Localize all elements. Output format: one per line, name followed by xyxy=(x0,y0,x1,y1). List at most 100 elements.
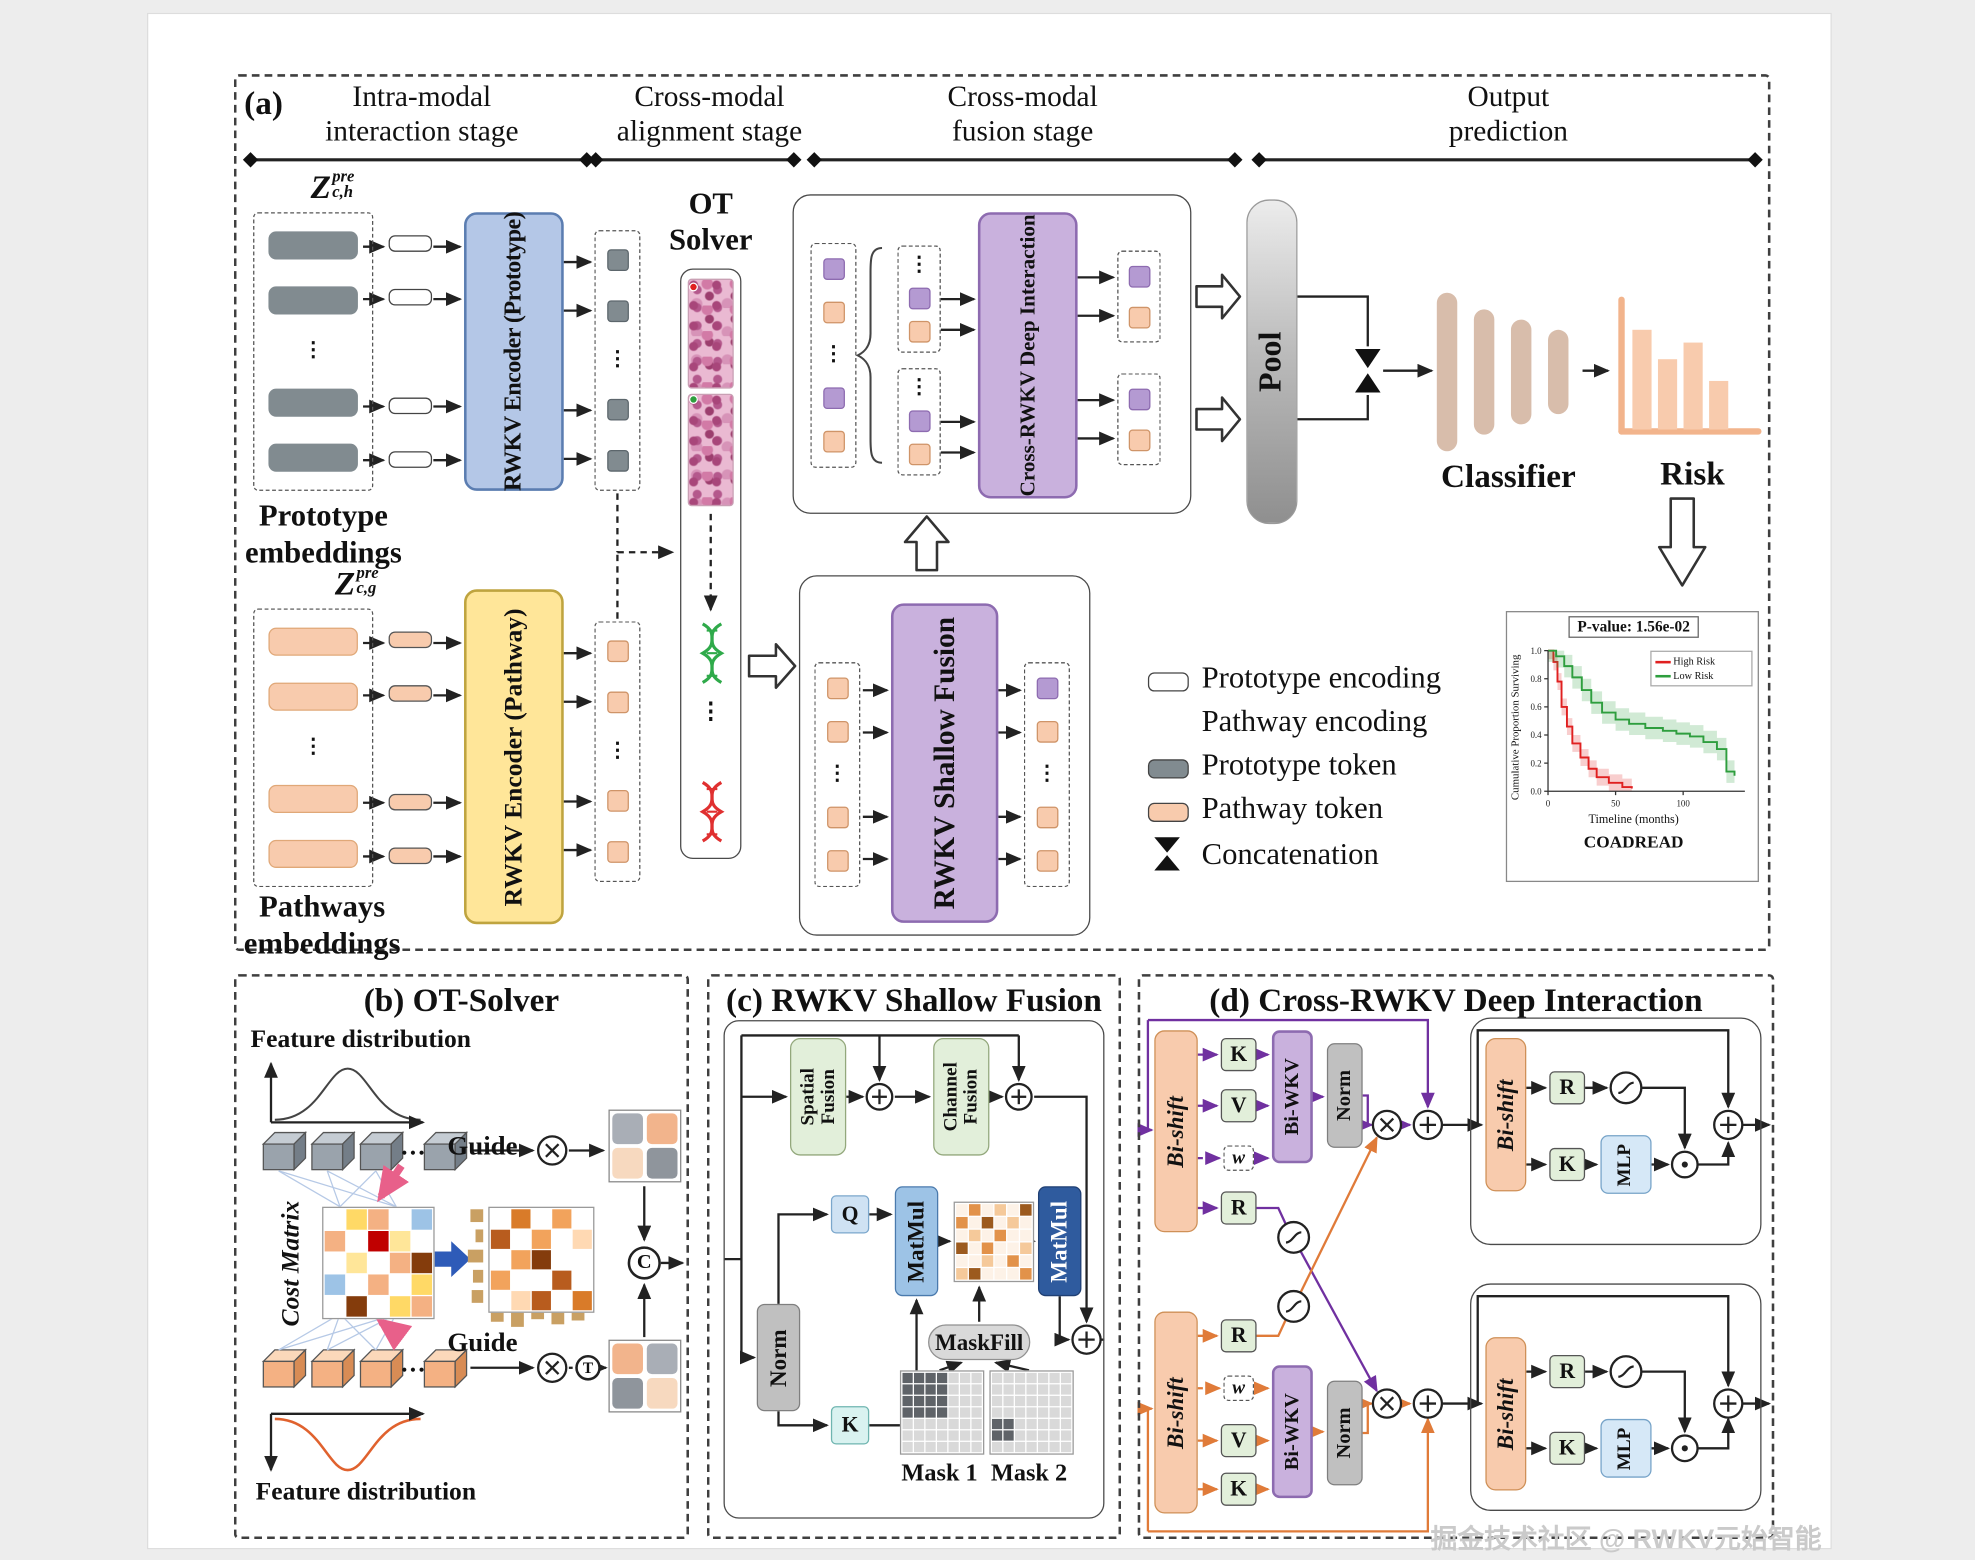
grid-cell xyxy=(948,1441,959,1453)
deep-interaction-block xyxy=(792,194,1192,514)
token xyxy=(268,785,358,814)
bishift-label: Bi-shift xyxy=(1492,1377,1518,1450)
ellipsis: ⋮ xyxy=(908,254,930,277)
grid-cell xyxy=(324,1296,346,1317)
token xyxy=(826,721,849,743)
token xyxy=(388,847,433,865)
km-pvalue: P-value: 1.56e-02 xyxy=(1568,616,1699,638)
token xyxy=(606,449,629,472)
ellipsis: ⋮ xyxy=(607,348,628,371)
grid-cell xyxy=(925,1430,936,1441)
grid-cell xyxy=(1007,1204,1019,1216)
grid-cell xyxy=(991,1418,1003,1430)
grid-cell xyxy=(531,1291,551,1311)
grid-cell xyxy=(411,1252,433,1274)
grid-cell xyxy=(991,1372,1003,1384)
rwkv-encoder-pathway-label: RWKV Encoder (Pathway) xyxy=(499,607,528,906)
encoding-token-icon xyxy=(1147,672,1189,692)
grid-cell xyxy=(368,1252,389,1274)
deep-interaction-group-2: ⋮ xyxy=(897,368,941,476)
grid-cell xyxy=(368,1296,389,1317)
grid-cell xyxy=(956,1242,968,1255)
deep-interaction-input-stack: ⋮ xyxy=(810,242,857,468)
bishift-label: Bi-shift xyxy=(1162,1095,1189,1168)
grid-cell xyxy=(956,1255,968,1267)
classifier-bar xyxy=(1548,329,1569,415)
grid-cell xyxy=(902,1407,913,1418)
svg-text:0.2: 0.2 xyxy=(1530,758,1541,768)
km-title-wrap: P-value: 1.56e-02 xyxy=(1507,616,1760,638)
deep-interaction-output-1 xyxy=(1117,250,1161,343)
grid-cell xyxy=(552,1270,572,1290)
grid-cell xyxy=(1049,1418,1060,1430)
grid-cell xyxy=(1060,1418,1072,1430)
bishift-label: Bi-shift xyxy=(1492,1078,1518,1151)
grid-cell xyxy=(511,1291,531,1311)
grid-cell xyxy=(936,1407,948,1418)
token xyxy=(908,287,930,310)
grid-cell xyxy=(913,1372,925,1384)
grid-cell xyxy=(971,1407,982,1418)
grid-cell xyxy=(994,1229,1007,1242)
grid-cell xyxy=(960,1418,971,1430)
grid-cell xyxy=(346,1231,367,1252)
grid-cell xyxy=(552,1209,572,1229)
grid-cell xyxy=(913,1441,925,1453)
grid-cell xyxy=(948,1407,959,1418)
grid-cell xyxy=(1020,1242,1032,1255)
grid-cell xyxy=(925,1441,936,1453)
grid-cell xyxy=(902,1441,913,1453)
grid-cell xyxy=(968,1216,981,1229)
km-plot-canvas: 1.0 0.8 0.6 0.4 0.2 0.0 0 50 100 xyxy=(1530,646,1745,809)
classifier-bar xyxy=(1473,309,1495,435)
grid-cell xyxy=(1060,1430,1072,1441)
token xyxy=(1036,849,1058,872)
grid-cell xyxy=(346,1296,367,1317)
svg-text:100: 100 xyxy=(1676,799,1690,809)
attention-grid xyxy=(953,1201,1035,1283)
cost-matrix-grid xyxy=(322,1206,435,1320)
grid-cell xyxy=(612,1378,643,1409)
grid-cell xyxy=(490,1250,511,1270)
prototype-token-icon xyxy=(1147,759,1189,779)
grid-cell xyxy=(1014,1441,1026,1453)
grid-cell xyxy=(572,1250,592,1270)
km-low-swatch xyxy=(1655,675,1671,678)
grid-cell xyxy=(324,1209,346,1230)
cubes-ellipsis-bottom: … xyxy=(400,1349,426,1379)
legend-concatenation: Concatenation xyxy=(1201,838,1379,872)
km-legend-low: Low Risk xyxy=(1655,669,1747,683)
pool-label: Pool xyxy=(1254,331,1289,392)
grid-cell xyxy=(389,1231,411,1252)
grid-cell xyxy=(981,1204,994,1216)
panel-a xyxy=(233,74,1771,952)
token xyxy=(388,288,433,306)
grid-cell xyxy=(552,1250,572,1270)
matmul-box-2: MatMul xyxy=(1037,1186,1082,1297)
ellipsis: ⋮ xyxy=(1036,763,1058,785)
grid-cell xyxy=(531,1209,551,1229)
ellipsis: ⋮ xyxy=(302,736,324,758)
grid-cell xyxy=(1060,1395,1072,1407)
grid-cell xyxy=(902,1430,913,1441)
grid-cell xyxy=(1020,1229,1032,1242)
rwkv-encoder-prototype: RWKV Encoder (Prototype) xyxy=(464,212,564,491)
grid-cell xyxy=(646,1343,678,1375)
grid-cell xyxy=(411,1209,433,1230)
grid-cell xyxy=(1026,1430,1037,1441)
grid-cell xyxy=(646,1113,678,1145)
norm-box-d2: Norm xyxy=(1326,1380,1363,1486)
mask-1-grid xyxy=(899,1370,985,1455)
classifier-bar xyxy=(1510,319,1532,425)
grid-cell xyxy=(1037,1418,1049,1430)
grid-cell xyxy=(913,1384,925,1395)
grid-cell xyxy=(960,1372,971,1384)
rwkv-encoder-pathway: RWKV Encoder (Pathway) xyxy=(464,589,564,925)
transpose-circle: T xyxy=(575,1354,601,1381)
r-box-d4: R xyxy=(1549,1354,1586,1389)
grid-cell xyxy=(948,1372,959,1384)
cross-rwkv-deep-interaction-label: Cross-RWKV Deep Interaction xyxy=(1014,214,1040,497)
grid-cell xyxy=(991,1430,1003,1441)
stage-line: Cross-modal xyxy=(947,80,1098,113)
math-sub: c,h xyxy=(332,181,353,201)
